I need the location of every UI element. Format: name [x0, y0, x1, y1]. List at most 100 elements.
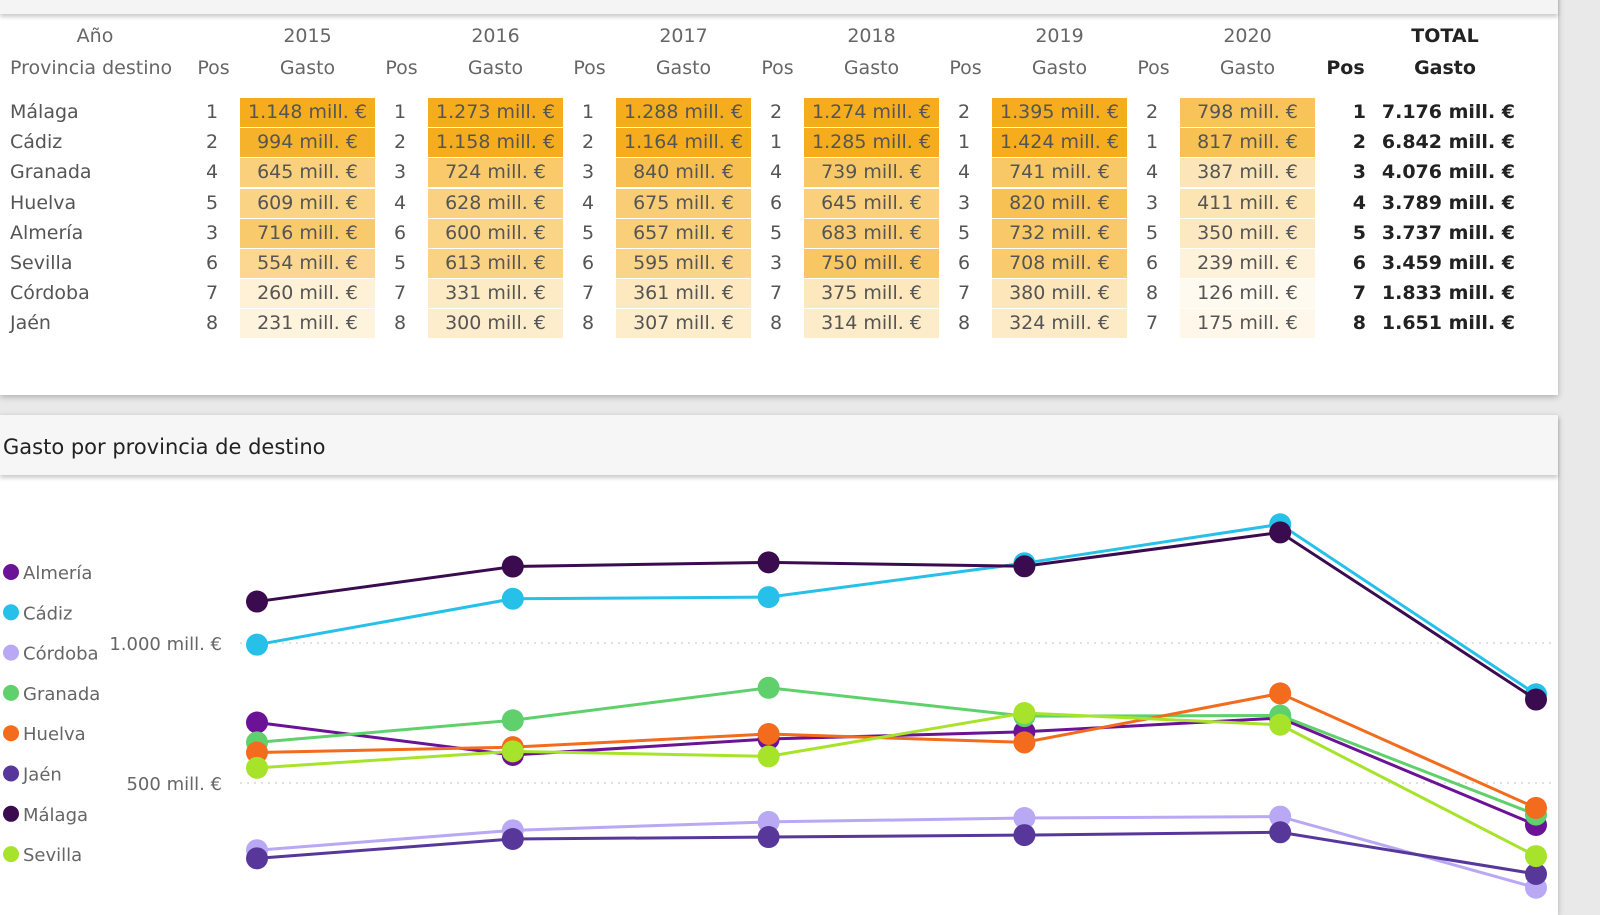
legend-item[interactable]: Cádiz	[23, 603, 72, 624]
line-chart: 500 mill. € 1.000 mill. € Almería Cádiz Córd…	[3, 513, 1555, 899]
legend-item[interactable]: Almería	[23, 563, 92, 584]
spending-cell: 1.395 mill. €	[992, 98, 1127, 127]
year-header-label: Año	[76, 25, 114, 47]
position-cell: 5	[393, 252, 407, 274]
gasto-column-header[interactable]: Gasto	[843, 57, 900, 79]
pos-column-header[interactable]: Pos	[573, 57, 606, 79]
spending-cell: 750 mill. €	[804, 249, 939, 278]
series-line-Jaén	[256, 830, 1537, 876]
total-spending-cell: 1.833 mill. €	[1381, 282, 1515, 305]
sort-ascending-icon[interactable]	[1318, 72, 1373, 101]
position-cell: 7	[205, 282, 219, 305]
position-cell: 8	[581, 312, 595, 335]
legend-item[interactable]: Córdoba	[23, 644, 99, 665]
position-cell: 5	[769, 221, 783, 244]
spending-cell: 387 mill. €	[1180, 158, 1315, 188]
data-point-Sevilla	[757, 745, 780, 768]
gasto-column-header[interactable]: Gasto	[279, 57, 336, 79]
spending-cell: 1.148 mill. €	[240, 98, 375, 127]
total-position-cell: 7	[1352, 282, 1366, 305]
pos-column-header[interactable]: Pos	[949, 57, 982, 79]
position-cell: 2	[1145, 101, 1159, 123]
position-cell: 3	[1145, 191, 1159, 214]
legend-marker-icon[interactable]	[3, 805, 19, 822]
position-cell: 2	[393, 131, 407, 154]
series-line-Málaga	[256, 530, 1537, 701]
spending-cell: 260 mill. €	[240, 279, 375, 309]
position-cell: 6	[769, 191, 783, 214]
data-point-Málaga	[1013, 555, 1036, 578]
position-cell: 4	[393, 191, 407, 214]
legend-item[interactable]: Sevilla	[23, 845, 82, 866]
total-position-cell: 2	[1352, 131, 1366, 154]
position-cell: 7	[581, 282, 595, 305]
position-cell: 1	[769, 131, 783, 154]
legend-marker-icon[interactable]	[3, 644, 19, 661]
data-point-Jaén	[246, 847, 268, 870]
legend-item[interactable]: Granada	[23, 684, 100, 705]
position-cell: 8	[1145, 282, 1159, 305]
position-cell: 1	[1145, 131, 1159, 154]
total-spending-cell: 1.651 mill. €	[1381, 312, 1515, 335]
gasto-column-header[interactable]: Gasto	[467, 57, 524, 79]
province-column-header[interactable]: Provincia destino	[10, 57, 173, 79]
legend-marker-icon[interactable]	[3, 604, 19, 621]
pos-column-header[interactable]: Pos	[385, 57, 418, 79]
series-line-Granada	[256, 686, 1537, 817]
series-line-Huelva	[256, 691, 1537, 810]
province-name: Sevilla	[10, 252, 73, 274]
legend-marker-icon[interactable]	[3, 725, 19, 742]
data-point-Jaén	[1269, 821, 1292, 844]
gasto-column-header[interactable]: Gasto	[1219, 57, 1276, 79]
year-header-2020: 2020	[1223, 25, 1272, 47]
spending-cell: 675 mill. €	[616, 188, 751, 218]
spending-cell: 1.274 mill. €	[804, 98, 939, 127]
data-point-Cádiz	[246, 633, 268, 656]
spending-cell: 595 mill. €	[616, 249, 751, 278]
spending-cell: 361 mill. €	[616, 279, 751, 309]
chart-title: Gasto por provincia de destino	[3, 435, 326, 459]
legend-item[interactable]: Jaén	[22, 765, 62, 786]
position-cell: 1	[393, 101, 407, 123]
legend-marker-icon[interactable]	[3, 564, 19, 580]
data-point-Málaga	[246, 590, 268, 613]
spending-cell: 307 mill. €	[616, 309, 751, 339]
pos-column-header[interactable]: Pos	[197, 57, 230, 79]
position-cell: 4	[205, 161, 219, 184]
position-cell: 4	[1145, 161, 1159, 184]
position-cell: 7	[393, 282, 407, 305]
gasto-column-header[interactable]: Gasto	[1031, 57, 1088, 79]
spending-cell: 239 mill. €	[1180, 249, 1315, 278]
data-point-Jaén	[1013, 824, 1036, 847]
gasto-column-header[interactable]: Gasto	[655, 57, 712, 79]
total-position-cell: 3	[1352, 161, 1366, 184]
position-cell: 6	[205, 252, 219, 274]
position-cell: 5	[957, 221, 971, 244]
spending-cell: 175 mill. €	[1180, 309, 1315, 339]
position-cell: 8	[393, 312, 407, 335]
legend-marker-icon[interactable]	[3, 765, 19, 782]
spending-cell: 609 mill. €	[240, 188, 375, 218]
pos-column-header[interactable]: Pos	[761, 57, 794, 79]
legend-item[interactable]: Málaga	[23, 805, 88, 826]
pos-column-header[interactable]: Pos	[1137, 57, 1170, 79]
total-position-cell: 4	[1352, 191, 1366, 214]
spending-cell: 380 mill. €	[992, 279, 1127, 309]
legend-marker-icon[interactable]	[3, 846, 19, 863]
data-point-Córdoba	[1013, 807, 1036, 829]
spending-cell: 324 mill. €	[992, 309, 1127, 339]
spending-cell: 840 mill. €	[616, 158, 751, 188]
spending-cell: 1.158 mill. €	[428, 128, 563, 158]
position-cell: 2	[957, 101, 971, 123]
province-name: Cádiz	[10, 131, 63, 154]
year-header-2017: 2017	[659, 25, 708, 47]
total-gasto-column-header[interactable]: Gasto	[1414, 57, 1476, 79]
total-pos-column-header[interactable]: Pos	[1326, 57, 1365, 79]
legend-marker-icon[interactable]	[3, 684, 19, 701]
province-name: Huelva	[10, 191, 77, 214]
spending-cell: 350 mill. €	[1180, 218, 1315, 248]
data-point-Huelva	[246, 741, 268, 764]
year-header-2016: 2016	[471, 25, 520, 47]
total-spending-cell: 3.789 mill. €	[1381, 191, 1515, 214]
legend-item[interactable]: Huelva	[23, 724, 86, 745]
